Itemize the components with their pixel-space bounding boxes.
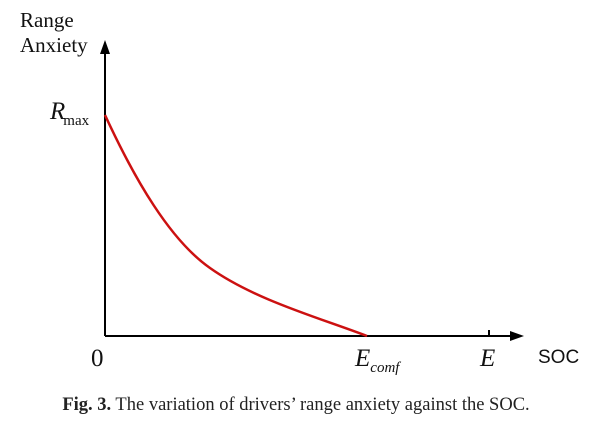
y-axis-label: Range Anxiety [20,8,88,58]
origin-label: 0 [91,345,104,372]
x-axis-label: SOC [538,347,580,368]
caption-text: The variation of drivers’ range anxiety … [111,395,530,415]
y-axis-label-line1: Range [20,8,74,32]
e-comf-main: E [355,345,371,372]
caption-prefix: Fig. 3. [62,395,112,415]
x-axis-arrowhead [510,331,524,341]
r-max-label: Rmax [50,98,90,129]
r-max-sub: max [63,113,90,129]
figure-caption: Fig. 3. The variation of drivers’ range … [0,395,592,416]
e-comf-label: Ecomf [355,345,400,376]
e-comf-sub: comf [370,360,400,376]
range-anxiety-curve [103,114,368,338]
e-label: E [480,345,496,372]
y-axis-label-line2: Anxiety [20,33,88,57]
y-axis-arrowhead [100,40,110,54]
r-max-main: R [50,98,66,125]
